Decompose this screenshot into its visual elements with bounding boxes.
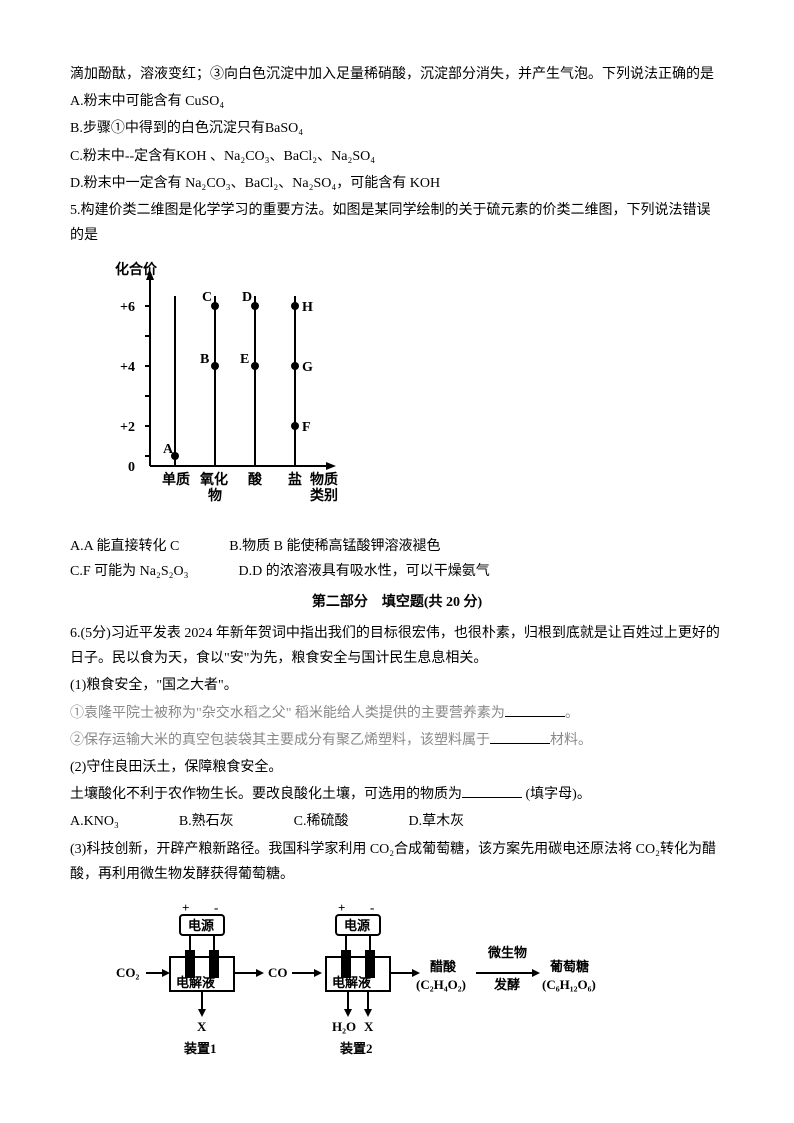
q4-option-a: A.粉末中可能含有 CuSO₄ — [70, 89, 724, 114]
q4-option-b: B.步骤①中得到的白色沉淀只有BaSO₄ — [70, 116, 724, 141]
svg-text:E: E — [240, 352, 249, 367]
q5-option-c: C.F 可能为 Na₂S₂O₃ — [70, 559, 189, 584]
blank-1 — [505, 702, 565, 717]
svg-text:H₂O: H₂O — [332, 1019, 356, 1034]
svg-text:单质: 单质 — [162, 471, 190, 488]
q6-p1b-text: ②保存运输大米的真空包装袋其主要成分有聚乙烯塑料，该塑料属于 — [70, 733, 490, 748]
svg-text:装置2: 装置2 — [339, 1041, 373, 1056]
blank-2 — [490, 729, 550, 744]
q5-option-a: A.A 能直接转化 C — [70, 534, 179, 559]
q6-p1b: ②保存运输大米的真空包装袋其主要成分有聚乙烯塑料，该塑料属于 材料。 — [70, 728, 724, 753]
q6-p1a: ①袁隆平院士被称为"杂交水稻之父" 稻米能给人类提供的主要营养素为 。 — [70, 701, 724, 726]
svg-text:微生物: 微生物 — [487, 945, 527, 960]
svg-text:+4: +4 — [120, 360, 135, 375]
svg-text:电解液: 电解液 — [176, 975, 215, 990]
svg-text:0: 0 — [128, 460, 135, 475]
svg-text:+6: +6 — [120, 300, 135, 315]
q6-p1: (1)粮食安全，"国之大者"。 — [70, 673, 724, 698]
svg-text:+2: +2 — [120, 420, 135, 435]
svg-text:(C₆H₁₂O₆): (C₆H₁₂O₆) — [542, 977, 596, 992]
svg-text:葡萄糖: 葡萄糖 — [549, 959, 589, 974]
svg-text:CO: CO — [268, 965, 288, 980]
svg-text:电解液: 电解液 — [332, 975, 371, 990]
q6-p2a: 土壤酸化不利于农作物生长。要改良酸化土壤，可选用的物质为 (填字母)。 — [70, 782, 724, 807]
q5-options-row1: A.A 能直接转化 C B.物质 B 能使稀高锰酸钾溶液褪色 — [70, 534, 724, 559]
q5-intro: 5.构建价类二维图是化学学习的重要方法。如图是某同学绘制的关于硫元素的价类二维图… — [70, 198, 724, 248]
svg-text:F: F — [302, 420, 311, 435]
svg-text:装置1: 装置1 — [183, 1041, 217, 1056]
q5-options-row2: C.F 可能为 Na₂S₂O₃ D.D 的浓溶液具有吸水性，可以干燥氨气 — [70, 559, 724, 584]
q4-intro: 滴加酚酞，溶液变红；③向白色沉淀中加入足量稀硝酸，沉淀部分消失，并产生气泡。下列… — [70, 62, 724, 87]
svg-text:CO₂: CO₂ — [116, 965, 140, 980]
q6-p1a-text: ①袁隆平院士被称为"杂交水稻之父" 稻米能给人类提供的主要营养素为 — [70, 706, 505, 721]
svg-text:+: + — [338, 900, 345, 915]
svg-text:D: D — [242, 290, 252, 305]
svg-text:C: C — [202, 290, 212, 305]
q6-p2-opt-a: A.KNO₃ — [70, 809, 119, 834]
q6-p2-opt-c: C.稀硫酸 — [294, 809, 349, 834]
q5-option-d: D.D 的浓溶液具有吸水性，可以干燥氨气 — [239, 559, 490, 584]
q4-option-c: C.粉末中--定含有KOH 、Na₂CO₃、BaCl₂、Na₂SO₄ — [70, 144, 724, 169]
q6-p3: (3)科技创新，开辟产粮新路径。我国科学家利用 CO₂合成葡萄糖，该方案先用碳电… — [70, 837, 724, 887]
svg-text:类别: 类别 — [310, 487, 338, 504]
svg-text:A: A — [163, 442, 174, 457]
q6-p2: (2)守住良田沃土，保障粮食安全。 — [70, 755, 724, 780]
svg-text:醋酸: 醋酸 — [430, 959, 457, 974]
svg-text:(C₂H₄O₂): (C₂H₄O₂) — [416, 977, 466, 992]
svg-text:-: - — [214, 900, 218, 915]
svg-text:盐: 盐 — [288, 471, 302, 488]
svg-text:+: + — [182, 900, 189, 915]
svg-text:H: H — [302, 300, 313, 315]
svg-text:物: 物 — [208, 487, 222, 504]
svg-text:氧化: 氧化 — [199, 471, 228, 488]
svg-text:电源: 电源 — [188, 918, 214, 933]
q6-p1b-end: 材料。 — [550, 733, 592, 748]
svg-text:酸: 酸 — [248, 471, 263, 488]
q5-chart: 化合价 +6 +4 +2 0 A C D H B E G F 单质 氧化 物 — [100, 256, 724, 525]
q6-p2a-text: 土壤酸化不利于农作物生长。要改良酸化土壤，可选用的物质为 — [70, 787, 462, 802]
q6-diagram: 电源 + - 电解液 X 装置1 CO₂ CO 电源 + - — [110, 895, 724, 1074]
svg-text:物质: 物质 — [310, 471, 338, 488]
svg-text:发酵: 发酵 — [493, 977, 520, 992]
blank-3 — [462, 783, 522, 798]
svg-text:-: - — [370, 900, 374, 915]
q6-p2-options: A.KNO₃ B.熟石灰 C.稀硫酸 D.草木灰 — [70, 809, 724, 834]
q6-p2a-end: (填字母)。 — [522, 787, 591, 802]
q5-option-b: B.物质 B 能使稀高锰酸钾溶液褪色 — [229, 534, 440, 559]
q4-option-d: D.粉末中一定含有 Na₂CO₃、BaCl₂、Na₂SO₄，可能含有 KOH — [70, 171, 724, 196]
q6-p1a-end: 。 — [565, 706, 579, 721]
q6-p2-opt-b: B.熟石灰 — [179, 809, 234, 834]
svg-text:G: G — [302, 360, 313, 375]
section2-title: 第二部分 填空题(共 20 分) — [70, 590, 724, 615]
q6-intro: 6.(5分)习近平发表 2024 年新年贺词中指出我们的目标很宏伟，也很朴素，归… — [70, 621, 724, 671]
svg-text:电源: 电源 — [344, 918, 370, 933]
svg-text:X: X — [197, 1019, 207, 1034]
svg-text:B: B — [200, 352, 209, 367]
q6-p2-opt-d: D.草木灰 — [409, 809, 465, 834]
svg-text:X: X — [364, 1019, 374, 1034]
